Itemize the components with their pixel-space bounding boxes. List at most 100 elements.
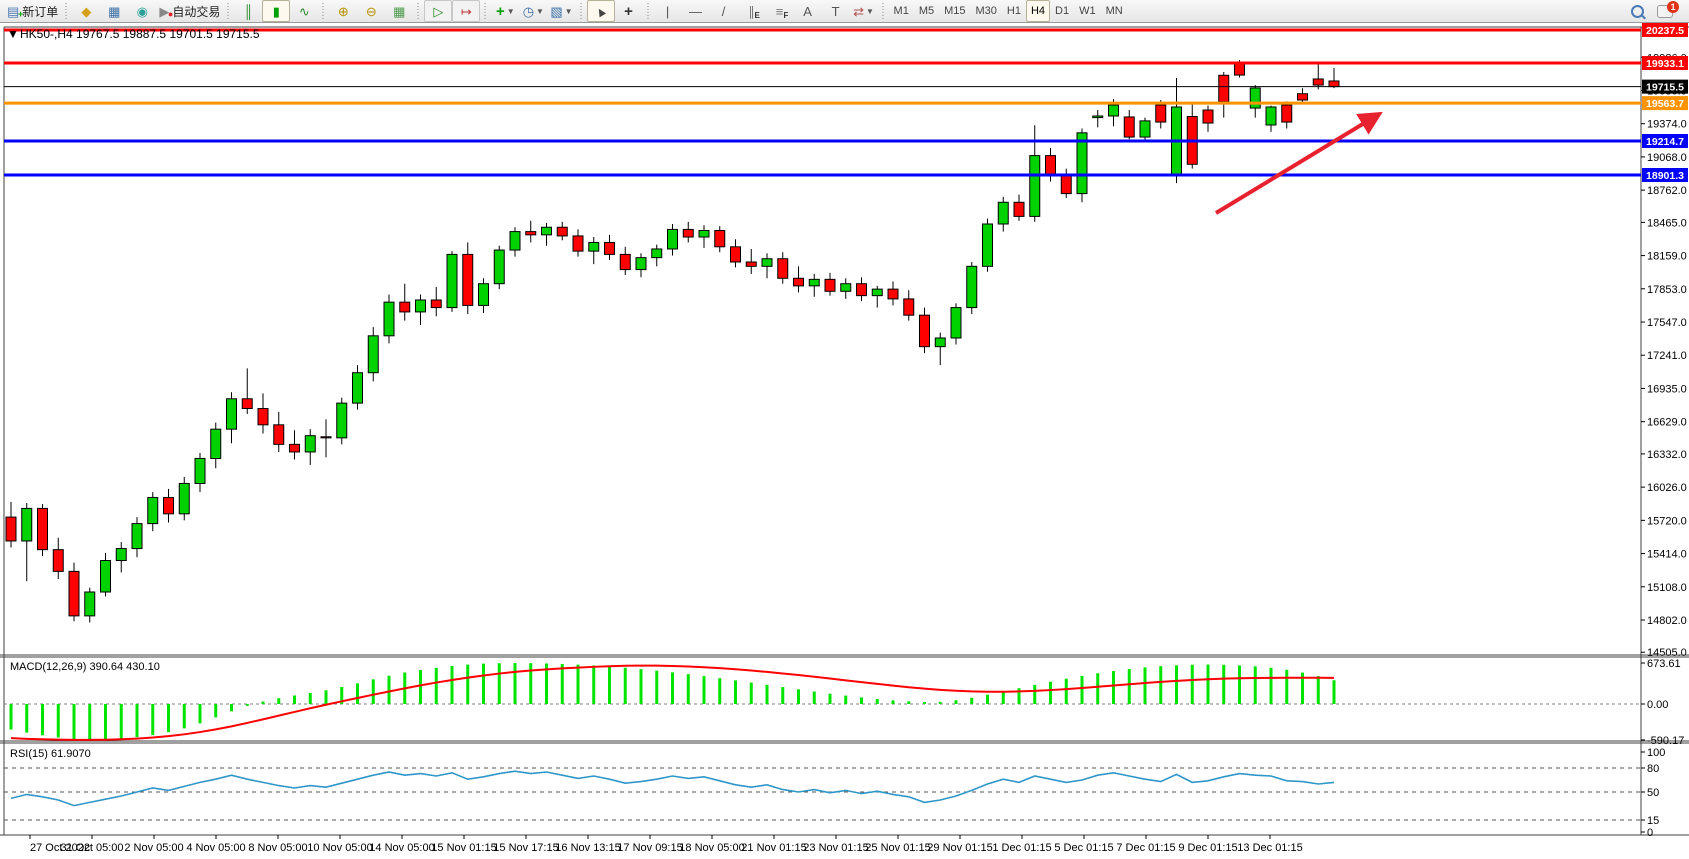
toolbar-separator: [645, 3, 651, 19]
candle-body-down: [730, 246, 741, 263]
timeframe-button-w1[interactable]: W1: [1079, 5, 1096, 17]
cursor-button[interactable]: ▲: [586, 0, 615, 22]
candle-body-up: [950, 307, 962, 339]
search-button[interactable]: [1623, 0, 1651, 22]
periods-button[interactable]: ◷ ▼: [519, 0, 547, 22]
candle-body-down: [777, 258, 789, 279]
auto-scroll-button[interactable]: ▷: [424, 0, 453, 22]
templates-button[interactable]: ▧ ▼: [547, 0, 575, 22]
gold-icon: ◆: [81, 3, 92, 19]
time-axis-label[interactable]: 5 Dec 01:15: [1054, 842, 1113, 854]
timeframe-button-m1[interactable]: M1: [893, 5, 909, 17]
zoom-out-button[interactable]: ⊖: [357, 0, 385, 22]
macd-signal-line: [10, 664, 1335, 741]
candle-body-down: [462, 253, 474, 306]
channel-icon: ∥ E: [748, 3, 760, 20]
icon-sub-label: E: [754, 10, 760, 20]
price-badge: [1642, 168, 1688, 183]
candle-body-down: [714, 230, 726, 248]
time-axis-label[interactable]: 13 Dec 01:15: [1237, 842, 1302, 854]
time-axis-label[interactable]: 23 Nov 01:15: [803, 842, 868, 854]
data-window-button[interactable]: ▦: [100, 0, 128, 22]
price-tick-label: 15720.0: [1647, 515, 1687, 527]
time-axis-label[interactable]: 9 Dec 01:15: [1178, 842, 1237, 854]
time-axis-label[interactable]: 29 Nov 01:15: [927, 842, 992, 854]
time-axis-label[interactable]: 27 Oct 2022: [30, 842, 90, 854]
candle-body-up: [1139, 120, 1151, 138]
new-order-button[interactable]: ▤ + 新订单: [4, 0, 61, 22]
text-label-button[interactable]: T: [822, 0, 850, 22]
time-axis-label[interactable]: 7 Dec 01:15: [1116, 842, 1175, 854]
crosshair-button[interactable]: +: [615, 0, 643, 22]
timeframe-button-h1[interactable]: H1: [1006, 5, 1021, 17]
tline-icon: /: [721, 3, 726, 19]
time-axis-label[interactable]: 15 Nov 17:15: [493, 842, 558, 854]
time-axis-label[interactable]: 2 Nov 05:00: [124, 842, 183, 854]
time-axis-label[interactable]: 1 Dec 01:15: [992, 842, 1051, 854]
candle-body-up: [982, 223, 993, 267]
time-axis-label[interactable]: 16 Nov 13:15: [555, 842, 620, 854]
timeframe-button-mn[interactable]: MN: [1105, 5, 1123, 17]
time-axis-label[interactable]: 15 Nov 01:15: [431, 842, 496, 854]
time-axis-label[interactable]: 14 Nov 05:00: [369, 842, 434, 854]
timeframe-button-m5[interactable]: M5: [918, 5, 935, 17]
timeframe-button-h4[interactable]: H4: [1025, 0, 1051, 22]
candle-body-down: [289, 443, 300, 453]
dropdown-arrow-icon[interactable]: ▼: [536, 6, 544, 16]
fibonacci-button[interactable]: ≡ F: [766, 0, 794, 22]
zoom-in-button[interactable]: ⊕: [329, 0, 357, 22]
tile-windows-button[interactable]: ▦: [385, 0, 413, 22]
time-axis-label[interactable]: 31 Oct 05:00: [61, 842, 124, 854]
candle-body-up: [1092, 115, 1104, 119]
candle-body-down: [163, 497, 174, 515]
candle-body-up: [588, 241, 600, 252]
candle-body-down: [1281, 104, 1293, 123]
candlestick-chart-button[interactable]: ▮: [262, 0, 291, 22]
time-axis-label[interactable]: 25 Nov 01:15: [865, 842, 930, 854]
candle-body-up: [493, 249, 505, 285]
time-axis-label[interactable]: 17 Nov 09:15: [617, 842, 682, 854]
arrow-objects-button[interactable]: ⇄ ▼: [850, 0, 878, 22]
horizontal-line-button[interactable]: —: [682, 0, 710, 22]
toolbar-separator: [416, 3, 422, 19]
timeframe-button-m15[interactable]: M15: [944, 5, 966, 17]
auto-trading-button[interactable]: ▶ ● 自动交易: [156, 0, 223, 22]
chart-title-marker[interactable]: ▼: [7, 27, 19, 41]
toolbar-group: + ▼ ◷ ▼ ▧ ▼: [491, 0, 575, 22]
chart-background: [0, 23, 1689, 859]
timeframe-button-d1[interactable]: D1: [1055, 5, 1070, 17]
neworder-badge-icon: +: [18, 8, 24, 19]
price-tick-label: 15108.0: [1647, 582, 1687, 594]
candle-body-down: [556, 226, 568, 237]
market-watch-button[interactable]: ◆: [72, 0, 100, 22]
time-axis-label[interactable]: 8 Nov 05:00: [248, 842, 307, 854]
trendline-button[interactable]: /: [710, 0, 738, 22]
candle-body-up: [934, 337, 946, 348]
indicators-button[interactable]: + ▼: [491, 0, 519, 22]
time-axis-label[interactable]: 21 Nov 01:15: [741, 842, 806, 854]
text-button[interactable]: A: [794, 0, 822, 22]
main-toolbar: ▤ + 新订单 ◆ ▦ ◉ ▶ ● 自动交易 ║ ▮ ∿ ⊕ ⊖ ▦ ▷ ↦ + ▼ ◷ ▼ ▧ ▼ ▲ + | — / ∥ E ≡ F A T ⇄…: [0, 0, 1689, 23]
time-axis-label[interactable]: 18 Nov 05:00: [679, 842, 744, 854]
candle-body-up: [997, 201, 1009, 225]
time-axis-label[interactable]: 10 Nov 05:00: [307, 842, 372, 854]
bar-chart-button[interactable]: ║: [234, 0, 262, 22]
time-axis-label[interactable]: 4 Nov 05:00: [186, 842, 245, 854]
vertical-line-button[interactable]: |: [654, 0, 682, 22]
equidistant-channel-button[interactable]: ∥ E: [738, 0, 766, 22]
candle-body-down: [572, 235, 584, 252]
price-badge-label: 19715.5: [1646, 82, 1684, 94]
dropdown-arrow-icon[interactable]: ▼: [866, 6, 874, 16]
candle-body-down: [1218, 74, 1230, 103]
candle-body-up: [178, 482, 190, 515]
candle-body-up: [147, 497, 159, 525]
textA-icon: A: [803, 3, 812, 19]
dropdown-arrow-icon[interactable]: ▼: [564, 6, 573, 16]
dropdown-arrow-icon[interactable]: ▼: [506, 6, 515, 16]
timeframe-button-m30[interactable]: M30: [975, 5, 997, 17]
trend-arrow-annotation[interactable]: [1214, 111, 1383, 215]
chat-button[interactable]: 1: [1651, 0, 1679, 22]
signals-button[interactable]: ◉: [128, 0, 156, 22]
chart-shift-button[interactable]: ↦: [452, 0, 481, 22]
line-chart-button[interactable]: ∿: [290, 0, 318, 22]
